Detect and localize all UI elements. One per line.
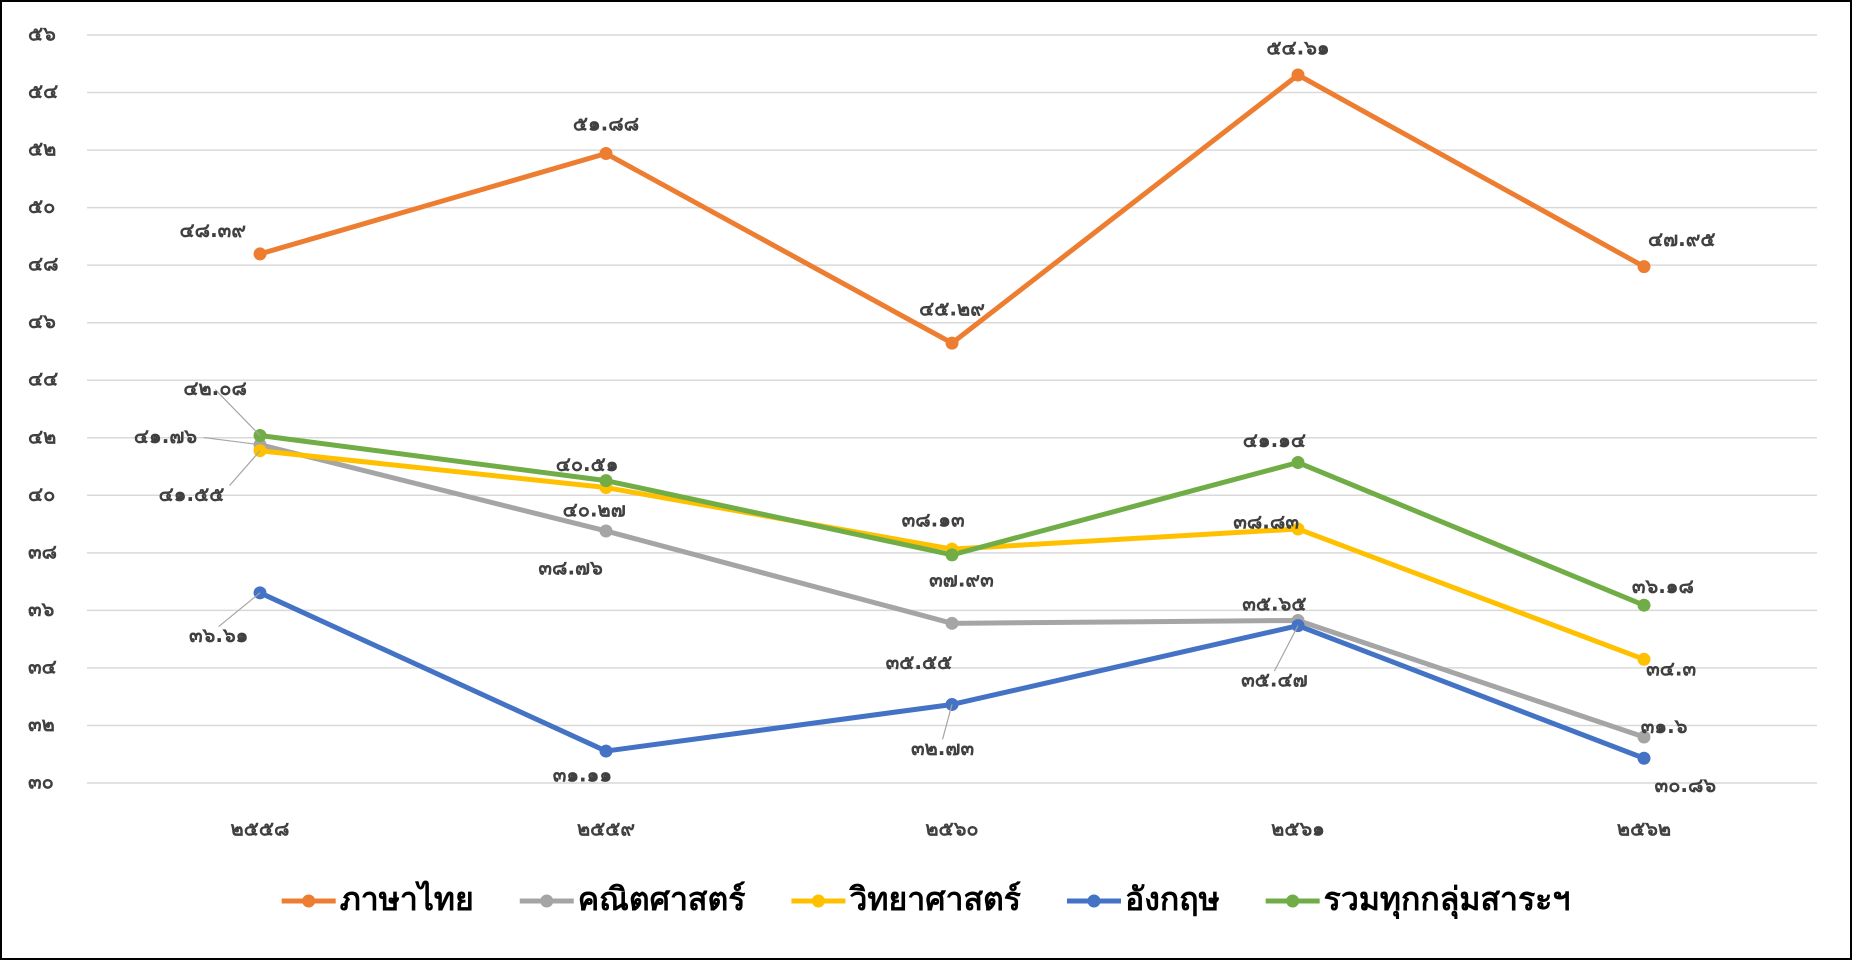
x-tick-label: ๒๕๖๐ <box>925 817 978 841</box>
data-label: ๓๖.๑๘ <box>1632 574 1694 598</box>
x-tick-label: ๒๕๕๘ <box>231 817 290 841</box>
legend-marker <box>811 894 825 908</box>
legend-item: คณิตศาสตร์ <box>519 880 746 918</box>
data-point <box>1637 598 1651 612</box>
x-tick-label: ๒๕๖๑ <box>1271 817 1325 841</box>
data-label: ๓๗.๙๓ <box>929 567 994 591</box>
data-label: ๓๕.๔๗ <box>1241 668 1308 692</box>
y-tick-label: ๕๔ <box>28 79 58 103</box>
legend-marker <box>302 894 316 908</box>
legend-label: อังกฤษ <box>1125 880 1220 918</box>
data-point <box>599 474 613 488</box>
legend-item: วิทยาศาสตร์ <box>791 880 1021 918</box>
data-label: ๓๘.๗๖ <box>538 555 603 579</box>
data-point <box>599 147 613 161</box>
legend-label: ภาษาไทย <box>340 880 474 918</box>
legend-label: คณิตศาสตร์ <box>578 880 746 918</box>
data-point <box>1291 522 1305 536</box>
data-label: ๕๔.๖๑ <box>1266 36 1329 60</box>
data-point <box>253 247 267 261</box>
data-label: ๓๒.๗๓ <box>911 736 974 760</box>
y-tick-label: ๓๘ <box>28 539 57 563</box>
y-tick-label: ๔๐ <box>28 482 55 506</box>
leader-line <box>214 388 261 436</box>
y-tick-label: ๓๖ <box>28 597 55 621</box>
data-label: ๔๑.๕๕ <box>159 482 225 506</box>
data-label: ๔๑.๑๔ <box>1243 428 1306 452</box>
data-label: ๓๑.๑๑ <box>553 762 612 786</box>
data-label: ๓๖.๖๑ <box>189 623 248 647</box>
data-label: ๓๕.๖๕ <box>1242 592 1306 616</box>
data-point <box>599 744 613 758</box>
data-point <box>945 548 959 562</box>
data-label: ๔๑.๗๖ <box>134 424 197 448</box>
leader-line <box>203 436 261 446</box>
data-label: ๓๑.๖ <box>1641 714 1688 738</box>
data-point <box>945 616 959 630</box>
data-label: ๓๕.๕๕ <box>886 650 953 674</box>
legend-item: อังกฤษ <box>1066 880 1220 918</box>
y-tick-label: ๔๘ <box>28 252 59 276</box>
data-label: ๔๐.๕๑ <box>556 452 619 476</box>
y-tick-label: ๔๖ <box>28 309 56 333</box>
y-tick-label: ๔๔ <box>28 367 58 391</box>
y-tick-label: ๓๔ <box>28 654 57 678</box>
data-label: ๔๘.๓๙ <box>180 218 247 242</box>
leader-line <box>218 592 261 627</box>
y-tick-label: ๕๖ <box>28 22 56 46</box>
data-label: ๔๗.๙๕ <box>1648 227 1716 251</box>
data-label: ๕๑.๘๘ <box>573 112 639 136</box>
legend-item: ภาษาไทย <box>281 880 474 918</box>
data-label: ๓๐.๘๖ <box>1655 773 1717 797</box>
data-point <box>1637 260 1651 274</box>
y-tick-label: ๓๐ <box>28 770 54 794</box>
data-point <box>1291 456 1305 470</box>
legend-marker <box>1286 894 1300 908</box>
data-point <box>1291 68 1305 82</box>
leader-line <box>1273 625 1299 672</box>
data-point <box>945 336 959 350</box>
legend-label: วิทยาศาสตร์ <box>848 880 1021 918</box>
data-label: ๔๕.๒๙ <box>919 297 985 321</box>
data-label: ๓๔.๓ <box>1646 656 1696 680</box>
data-point <box>1637 751 1651 765</box>
data-label: ๔๒.๐๘ <box>183 376 247 400</box>
data-label: ๓๘.๘๓ <box>1233 510 1299 534</box>
data-point <box>1637 652 1651 666</box>
legend-label: รวมทุกกลุ่มสาระฯ <box>1324 880 1571 920</box>
data-point <box>599 524 613 538</box>
leader-line <box>229 450 261 486</box>
leader-line <box>941 704 953 740</box>
legend-marker <box>1087 894 1101 908</box>
x-tick-label: ๒๕๕๙ <box>577 817 635 841</box>
x-tick-label: ๒๕๖๒ <box>1617 817 1671 841</box>
legend-item: รวมทุกกลุ่มสาระฯ <box>1265 880 1571 920</box>
y-tick-label: ๕๒ <box>28 137 56 161</box>
data-label: ๓๘.๑๓ <box>902 507 965 531</box>
legend-marker <box>540 894 554 908</box>
data-point <box>1637 730 1651 744</box>
y-tick-label: ๓๒ <box>28 712 55 736</box>
y-tick-label: ๔๒ <box>28 424 56 448</box>
y-tick-label: ๕๐ <box>28 194 55 218</box>
data-label: ๔๐.๒๗ <box>563 498 626 522</box>
